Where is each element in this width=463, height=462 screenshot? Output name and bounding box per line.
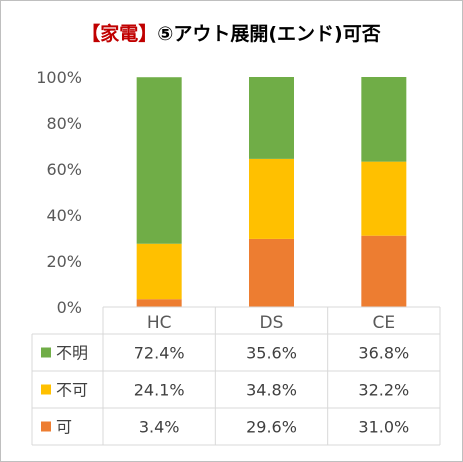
legend-key (41, 347, 51, 358)
y-tick-label: 20% (46, 252, 82, 271)
y-tick-label: 80% (46, 114, 82, 133)
bar-segment (136, 77, 182, 244)
data-label: 34.8% (246, 381, 297, 400)
data-label: 24.1% (134, 381, 185, 400)
y-tick-label: 60% (46, 160, 82, 179)
data-label: 3.4% (139, 418, 180, 437)
y-tick-label: 40% (46, 206, 82, 225)
bar-segment (361, 77, 407, 162)
bar-segment (136, 243, 182, 300)
legend-label: 可 (56, 418, 72, 437)
category-label: HC (147, 313, 172, 333)
data-label: 35.6% (246, 344, 297, 363)
bar-segment (361, 235, 407, 307)
bar-segment (136, 299, 182, 307)
legend-key (41, 421, 51, 432)
data-label: 32.2% (358, 381, 409, 400)
y-tick-label: 0% (57, 298, 82, 317)
bar-segment (249, 77, 294, 159)
data-label: 29.6% (246, 418, 297, 437)
data-label: 31.0% (358, 418, 409, 437)
legend-key (41, 384, 51, 395)
chart-title-main: ⑤アウト展開(エンド)可否 (157, 23, 380, 45)
chart-title: 【家電】⑤アウト展開(エンド)可否 (81, 22, 380, 45)
bar-segment (249, 158, 294, 239)
y-tick-label: 100% (36, 68, 82, 87)
data-label: 36.8% (358, 344, 409, 363)
category-label: DS (260, 313, 284, 333)
legend-label: 不可 (56, 381, 88, 400)
legend-label: 不明 (56, 344, 88, 363)
bar-segment (361, 161, 407, 236)
bar-segment (249, 238, 294, 307)
chart-title-prefix: 【家電】 (81, 22, 157, 45)
category-label: CE (373, 313, 396, 333)
data-label: 72.4% (134, 344, 185, 363)
